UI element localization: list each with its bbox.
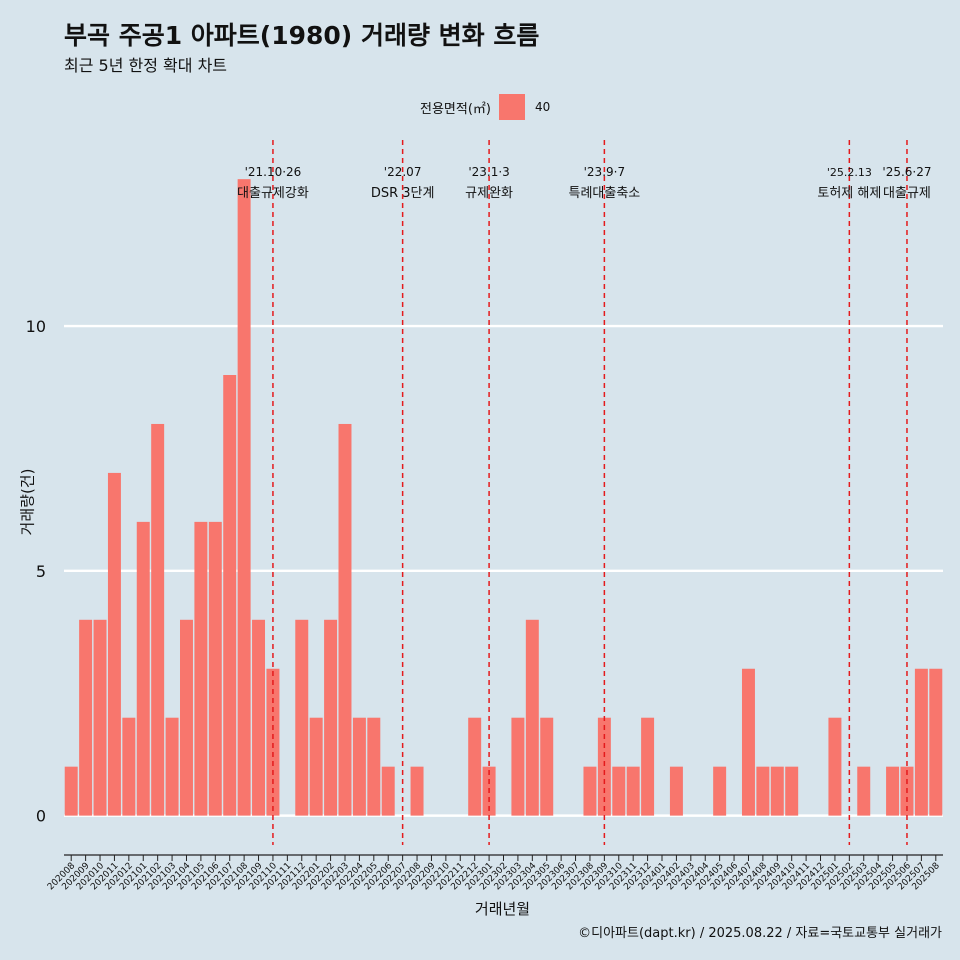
bar [741, 668, 755, 816]
bar [295, 619, 309, 816]
bar [122, 717, 136, 816]
bar [324, 619, 338, 816]
bar [237, 179, 251, 816]
bar [785, 766, 799, 816]
event-labels: '21.10·26 대출규제강화 '22.07 DSR 3단계 '23.1·3 규제완화 '… [237, 165, 931, 201]
bar [468, 717, 482, 816]
bar [107, 472, 121, 816]
bar [540, 717, 554, 816]
bar [770, 766, 784, 816]
bar [410, 766, 424, 816]
y-tick-label: 10 [26, 317, 46, 336]
bar [309, 717, 323, 816]
bar [223, 375, 237, 816]
bar [252, 619, 266, 816]
bar [194, 521, 208, 816]
x-axis-title: 거래년월 [474, 900, 531, 918]
source-caption: ©디아파트(dapt.kr) / 2025.08.22 / 자료=국토교통부 실… [578, 926, 942, 941]
bar [929, 668, 943, 816]
bar [165, 717, 179, 816]
legend: 전용면적(㎡) 40 [420, 94, 550, 120]
bars [64, 179, 943, 816]
chart-title: 부곡 주공1 아파트(1980) 거래량 변화 흐름 [64, 21, 540, 50]
bar [669, 766, 683, 816]
event-date-label: '23.1·3 [468, 165, 509, 179]
bar [597, 717, 611, 816]
bar [64, 766, 78, 816]
event-date-label: '25.6·27 [882, 165, 931, 179]
bar [79, 619, 93, 816]
bar [338, 423, 352, 816]
event-name-label: 특례대출축소 [568, 186, 640, 201]
event-name-label: DSR 3단계 [371, 186, 435, 201]
legend-swatch [498, 94, 525, 120]
bar [914, 668, 928, 816]
bar [583, 766, 597, 816]
event-date-label: '25.2.13 [827, 166, 872, 179]
bar [151, 423, 165, 816]
event-name-label: 대출규제강화 [237, 186, 309, 201]
event-lines [272, 140, 908, 845]
y-axis: 0 5 10 [26, 317, 46, 826]
bar [93, 619, 107, 816]
bar [136, 521, 150, 816]
bar [179, 619, 193, 816]
bar [857, 766, 871, 816]
bar [511, 717, 525, 816]
bar [367, 717, 381, 816]
event-date-label: '21.10·26 [245, 165, 302, 179]
bar [641, 717, 655, 816]
bar [828, 717, 842, 816]
bar [208, 521, 222, 816]
bar [525, 619, 539, 816]
bar [886, 766, 900, 816]
bar [266, 668, 280, 816]
chart-subtitle: 최근 5년 한정 확대 차트 [64, 56, 228, 75]
event-date-label: '23.9·7 [584, 165, 625, 179]
x-axis: 2020082020092020102020112020122021012021… [46, 854, 943, 892]
bar [612, 766, 626, 816]
bar [381, 766, 395, 816]
legend-label: 40 [534, 100, 551, 114]
bar [626, 766, 640, 816]
bar [713, 766, 727, 816]
event-date-label: '22.07 [384, 165, 422, 179]
event-name-label: 대출규제 [883, 186, 931, 201]
bar [352, 717, 366, 816]
legend-title: 전용면적(㎡) [420, 101, 491, 117]
y-axis-title: 거래량(건) [18, 468, 37, 536]
y-tick-label: 0 [36, 807, 46, 826]
bar [756, 766, 770, 816]
y-tick-label: 5 [36, 562, 46, 581]
event-name-label: 토허제 해제 [817, 186, 881, 201]
event-name-label: 규제완화 [465, 186, 513, 201]
